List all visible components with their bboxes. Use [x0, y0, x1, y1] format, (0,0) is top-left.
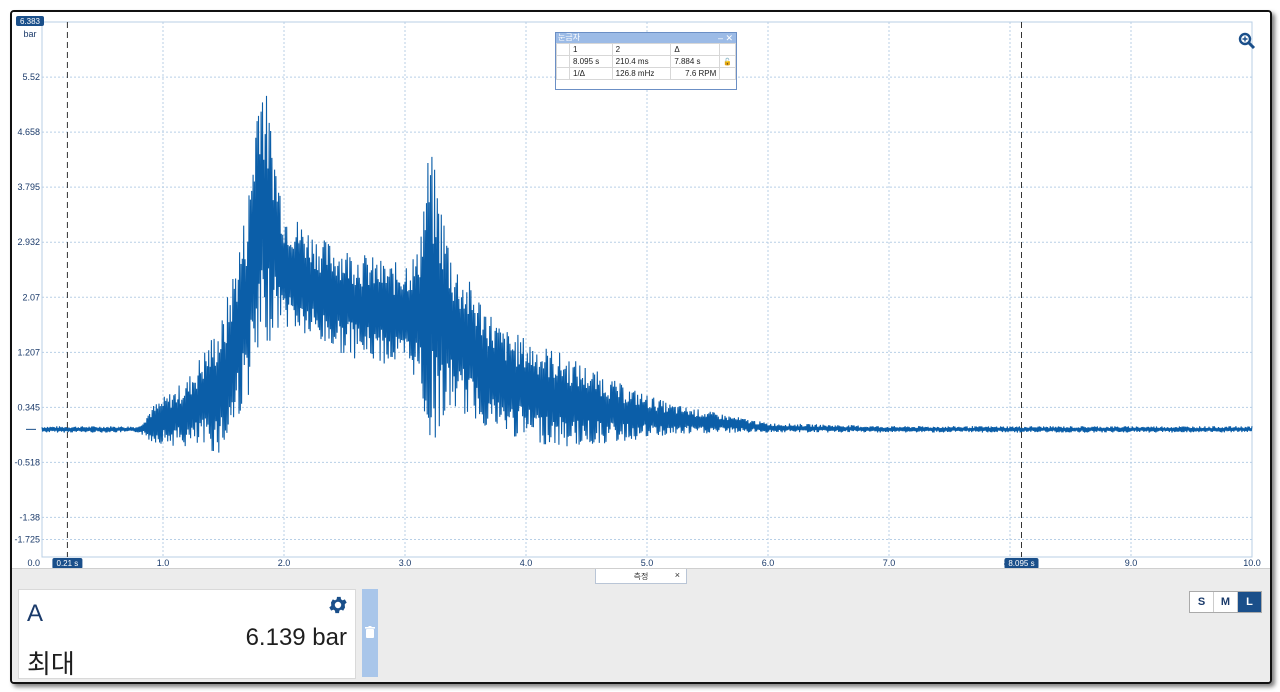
measurement-stat: 최대 — [27, 649, 75, 679]
y-tick-label: 2.932 — [17, 237, 40, 247]
x-tick-label: 0.0 — [27, 558, 40, 568]
y-tick-label: 4.658 — [17, 127, 40, 137]
y-tick-label: 3.795 — [17, 182, 40, 192]
ruler-col1: 1 — [569, 43, 613, 56]
x-tick-label: 3.0 — [399, 558, 412, 568]
cursor-label: 0.21 s — [57, 559, 79, 568]
gear-icon[interactable] — [327, 594, 349, 616]
x-tick-label: 4.0 — [520, 558, 533, 568]
x-tick-label: 9.0 — [1125, 558, 1138, 568]
waveform-svg: 0.01.02.03.04.05.06.07.08.09.010.05.524.… — [14, 16, 1261, 569]
tab-measurements[interactable]: 측정 × — [595, 569, 687, 584]
channel-label: A — [27, 600, 44, 627]
ruler-col2: 2 — [611, 43, 672, 56]
y-tick-label: -1.38 — [19, 512, 40, 522]
lock-icon[interactable]: 🔓 — [719, 55, 736, 68]
tab-label: 측정 — [633, 571, 649, 581]
size-l-button[interactable]: L — [1238, 592, 1261, 612]
ruler-v3: 7.884 s — [670, 55, 721, 68]
size-selector[interactable]: S M L — [1189, 591, 1262, 613]
plot-border — [41, 21, 1253, 558]
y-top-badge — [16, 16, 44, 26]
ruler-header[interactable]: 눈금자 – ✕ — [556, 33, 736, 43]
delete-measurement-button[interactable] — [362, 589, 378, 677]
scope-window: 0.01.02.03.04.05.06.07.08.09.010.05.524.… — [10, 10, 1272, 684]
y-tick-label: 0.345 — [17, 402, 40, 412]
ruler-v2: 210.4 ms — [611, 55, 672, 68]
trash-icon — [365, 625, 375, 643]
ruler-col3: Δ — [670, 43, 721, 56]
x-tick-label: 5.0 — [641, 558, 654, 568]
cursor-badge[interactable] — [52, 558, 83, 569]
y-tick-label: 1.207 — [17, 347, 40, 357]
y-tick-label: -1.725 — [14, 534, 40, 544]
size-s-button[interactable]: S — [1190, 592, 1214, 612]
x-tick-label: 7.0 — [883, 558, 896, 568]
measurement-bar: 측정 × A 6.139 bar 최대 S M L — [12, 568, 1270, 682]
ruler-v1: 8.095 s — [569, 55, 613, 68]
ruler-controls-icon[interactable]: – ✕ — [717, 33, 733, 43]
x-tick-label: 6.0 — [762, 558, 775, 568]
y-unit-label: bar — [23, 29, 36, 39]
x-tick-label: 10.0 — [1243, 558, 1261, 568]
size-m-button[interactable]: M — [1214, 592, 1238, 612]
x-tick-label: 1.0 — [157, 558, 170, 568]
ruler-inv: 1/Δ — [569, 67, 613, 80]
waveform-plot[interactable]: 0.01.02.03.04.05.06.07.08.09.010.05.524.… — [12, 12, 1270, 570]
waveform-trace — [41, 95, 1253, 453]
zoom-icon[interactable] — [1238, 32, 1256, 50]
ruler-rpm: 7.6 RPM — [670, 67, 721, 80]
y-tick-label: 5.52 — [22, 72, 40, 82]
cursor-badge[interactable] — [1004, 558, 1039, 569]
x-tick-label: 2.0 — [278, 558, 291, 568]
tab-close-icon[interactable]: × — [674, 570, 680, 580]
y-tick-label: 2.07 — [22, 292, 40, 302]
cursor-label: 8.095 s — [1008, 559, 1034, 568]
y-tick-label: -0.518 — [14, 457, 40, 467]
y-top-label: 6.383 — [20, 17, 41, 26]
measurement-card[interactable]: A 6.139 bar 최대 — [18, 589, 356, 679]
ruler-title: 눈금자 — [558, 33, 581, 42]
ruler-freq: 126.8 mHz — [611, 67, 672, 80]
measurement-value: 6.139 bar — [245, 624, 347, 651]
